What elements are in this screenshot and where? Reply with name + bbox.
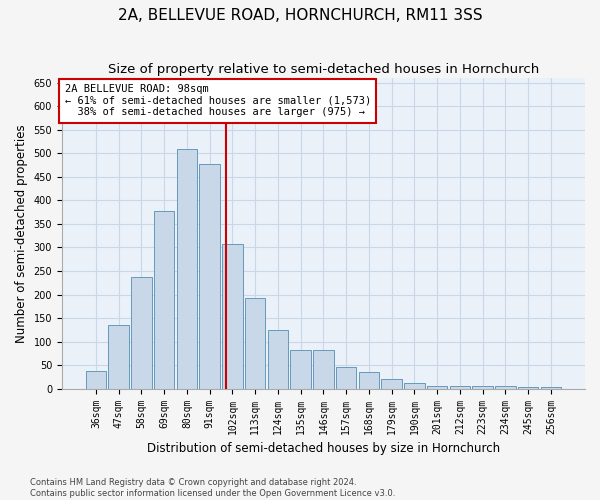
Bar bbox=[382, 380, 402, 388]
Text: 2A, BELLEVUE ROAD, HORNCHURCH, RM11 3SS: 2A, BELLEVUE ROAD, HORNCHURCH, RM11 3SS bbox=[118, 8, 482, 22]
Bar bbox=[199, 164, 220, 388]
Bar bbox=[109, 325, 129, 388]
Bar bbox=[427, 386, 448, 388]
Bar bbox=[268, 330, 288, 388]
Bar bbox=[245, 298, 265, 388]
Text: 2A BELLEVUE ROAD: 98sqm
← 61% of semi-detached houses are smaller (1,573)
  38% : 2A BELLEVUE ROAD: 98sqm ← 61% of semi-de… bbox=[65, 84, 371, 117]
Bar bbox=[176, 148, 197, 388]
Text: Contains HM Land Registry data © Crown copyright and database right 2024.
Contai: Contains HM Land Registry data © Crown c… bbox=[30, 478, 395, 498]
Bar bbox=[154, 211, 175, 388]
Bar bbox=[222, 244, 242, 388]
Bar bbox=[518, 387, 538, 388]
Bar bbox=[290, 350, 311, 389]
Bar bbox=[131, 277, 152, 388]
Bar bbox=[541, 387, 561, 388]
Bar bbox=[495, 386, 516, 388]
Y-axis label: Number of semi-detached properties: Number of semi-detached properties bbox=[15, 124, 28, 342]
Bar bbox=[86, 372, 106, 388]
X-axis label: Distribution of semi-detached houses by size in Hornchurch: Distribution of semi-detached houses by … bbox=[147, 442, 500, 455]
Bar bbox=[404, 383, 425, 388]
Bar bbox=[313, 350, 334, 389]
Title: Size of property relative to semi-detached houses in Hornchurch: Size of property relative to semi-detach… bbox=[108, 62, 539, 76]
Bar bbox=[336, 366, 356, 388]
Bar bbox=[359, 372, 379, 388]
Bar bbox=[450, 386, 470, 388]
Bar bbox=[472, 386, 493, 388]
